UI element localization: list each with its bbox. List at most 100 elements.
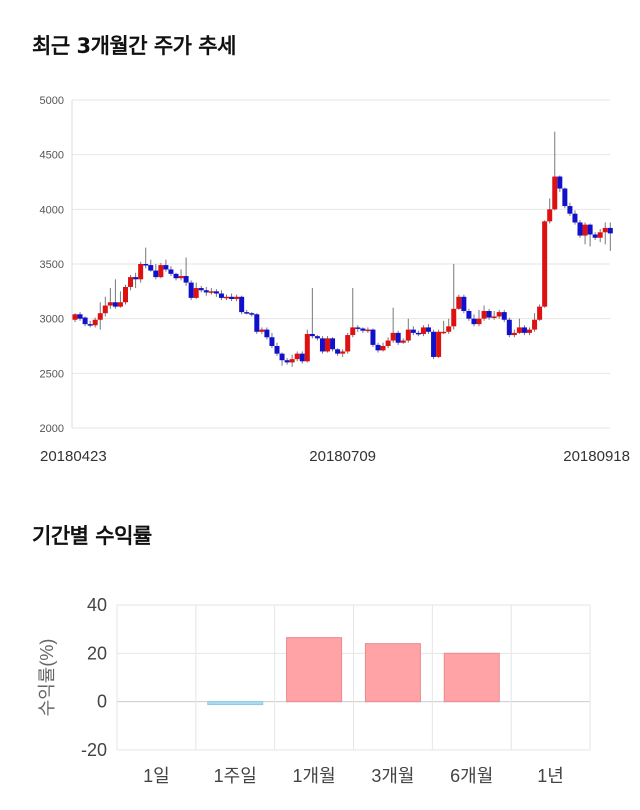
candle <box>294 351 300 362</box>
candle-body <box>269 337 275 346</box>
candle-body <box>451 308 457 327</box>
candle-body <box>587 224 593 235</box>
candle <box>592 232 598 240</box>
candle-body <box>213 291 219 294</box>
price-trend-title: 최근 3개월간 주가 추세 <box>32 34 236 58</box>
candle <box>284 358 290 365</box>
category-label: 1개월 <box>293 766 336 786</box>
category-label: 1년 <box>537 766 564 786</box>
candle-body <box>380 346 386 351</box>
candle-body <box>193 288 199 298</box>
candle-body <box>340 351 346 354</box>
candle-body <box>264 329 270 338</box>
candle-body <box>239 296 245 313</box>
candle <box>405 318 411 343</box>
category-label: 3개월 <box>371 766 414 786</box>
candle-body <box>476 318 482 325</box>
candle <box>360 327 366 333</box>
candle <box>229 293 235 302</box>
candle <box>390 307 396 343</box>
candle <box>532 313 538 332</box>
candle-body <box>431 331 437 357</box>
candle-body <box>330 338 336 350</box>
candle <box>486 308 492 320</box>
candle-body <box>410 329 416 333</box>
candle-body <box>360 328 366 331</box>
candle <box>208 288 214 295</box>
candle-body <box>511 332 517 336</box>
y-tick-label: 4000 <box>40 204 64 216</box>
candle <box>158 262 164 279</box>
candle-body <box>319 338 325 352</box>
candle <box>385 337 391 349</box>
candle-body <box>188 282 194 298</box>
candle <box>87 320 93 328</box>
candle <box>370 328 376 348</box>
candle <box>602 222 608 245</box>
candle <box>325 336 331 353</box>
candle-body <box>597 232 603 238</box>
candle <box>218 290 224 301</box>
candle-body <box>577 222 583 236</box>
candle <box>168 266 174 277</box>
candle-body <box>128 277 134 287</box>
candle-body <box>259 329 265 332</box>
candle-body <box>304 333 310 362</box>
candle-body <box>446 326 452 332</box>
candle-body <box>97 313 103 320</box>
candle-body <box>178 276 184 279</box>
candle <box>92 317 98 328</box>
return-bar <box>286 637 343 703</box>
candle <box>355 325 361 332</box>
candle-body <box>532 319 538 330</box>
candle-body <box>229 296 235 299</box>
y-tick-label: 5000 <box>40 95 64 107</box>
candle <box>542 220 548 308</box>
candle <box>148 259 154 272</box>
candle-body <box>133 277 139 280</box>
candle-body <box>325 338 331 352</box>
return-bar <box>207 701 264 706</box>
candle <box>521 325 527 336</box>
candle <box>436 329 442 359</box>
candle-body <box>557 176 563 189</box>
candle <box>97 302 103 330</box>
candle-body <box>163 265 169 270</box>
candle-body <box>284 360 290 363</box>
candle <box>259 327 265 334</box>
candle-body <box>208 291 214 293</box>
candle-body <box>289 359 295 363</box>
candle <box>506 317 512 338</box>
candle <box>607 222 613 251</box>
candle-body <box>77 314 83 319</box>
candle-body <box>153 270 159 278</box>
candle <box>213 289 219 297</box>
candle <box>128 274 134 291</box>
category-label: 1주일 <box>214 766 257 786</box>
candle-body <box>436 331 442 357</box>
candle <box>491 311 497 320</box>
candle-body <box>183 276 189 283</box>
candle <box>547 198 553 224</box>
y-tick-label: 40 <box>87 595 107 615</box>
x-tick-label: 20180423 <box>40 448 107 465</box>
candle <box>153 264 159 280</box>
candle <box>178 269 184 281</box>
candle-body <box>82 317 88 325</box>
candle <box>239 295 245 315</box>
candle <box>244 309 250 315</box>
candle-body <box>552 176 558 210</box>
candle-body <box>420 327 426 334</box>
candle <box>481 305 487 321</box>
candle <box>476 309 482 327</box>
return-bar <box>364 643 421 703</box>
candle-body <box>72 314 78 320</box>
y-tick-label: 20 <box>87 643 107 663</box>
candle-body <box>294 353 300 360</box>
candle-body <box>117 302 123 307</box>
candle <box>163 259 169 272</box>
candle-body <box>572 213 578 223</box>
candle <box>299 351 305 364</box>
candle-body <box>355 327 361 329</box>
candle-body <box>87 324 93 326</box>
